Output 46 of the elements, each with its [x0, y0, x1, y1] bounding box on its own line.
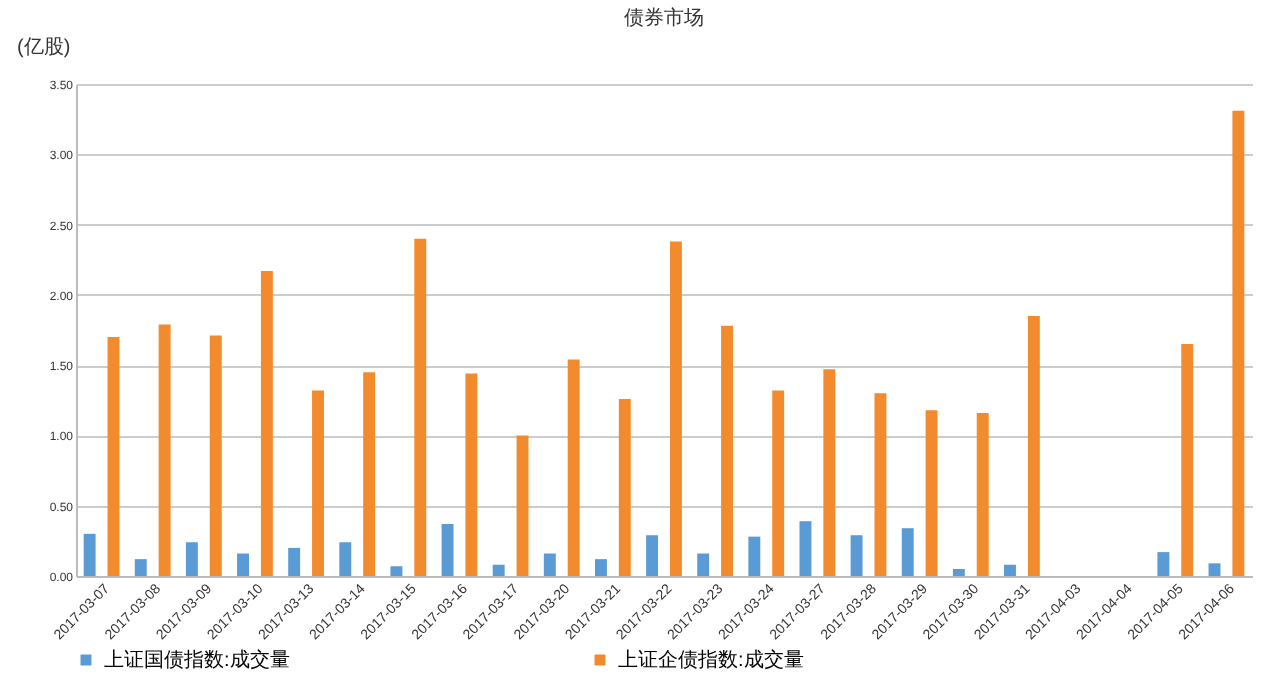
- bar: [237, 553, 249, 576]
- bar: [567, 359, 580, 576]
- bar: [465, 373, 478, 576]
- legend-label: 上证国债指数:成交量: [104, 648, 290, 672]
- y-axis-title: (亿股): [17, 37, 71, 59]
- bar: [799, 521, 812, 576]
- bar: [363, 372, 376, 576]
- bar: [83, 533, 96, 576]
- bar: [952, 568, 965, 576]
- bar: [1004, 564, 1016, 576]
- bar: [312, 390, 324, 576]
- bar: [850, 535, 863, 576]
- bar: [925, 410, 938, 576]
- bar: [134, 559, 147, 576]
- bar: [721, 325, 734, 576]
- bar: [772, 390, 785, 576]
- bar: [390, 566, 403, 576]
- legend-label: 上证企债指数:成交量: [618, 648, 804, 672]
- bar: [107, 337, 120, 576]
- bar: [543, 553, 556, 576]
- bar: [1157, 552, 1170, 576]
- bar: [669, 241, 682, 576]
- bar: [158, 324, 171, 576]
- bar: [901, 528, 914, 576]
- bar: [185, 542, 198, 576]
- bar: [646, 535, 659, 576]
- bar: [1181, 344, 1194, 576]
- bar: [516, 435, 529, 576]
- bar: [618, 398, 631, 576]
- bar: [594, 559, 607, 576]
- bar: [1027, 315, 1040, 576]
- bar: [748, 536, 761, 576]
- bar: [260, 270, 273, 576]
- bar: [697, 553, 710, 576]
- bar: [976, 412, 989, 576]
- bar: [874, 393, 887, 576]
- chart-title: 债券市场: [624, 6, 704, 30]
- bar: [339, 542, 352, 576]
- bar: [1232, 110, 1245, 576]
- bar: [1208, 563, 1221, 576]
- bar: [823, 369, 836, 576]
- bar: [441, 523, 454, 576]
- bar: [414, 238, 427, 576]
- bar: [209, 335, 222, 576]
- bar: [492, 564, 505, 576]
- bar: [288, 547, 301, 576]
